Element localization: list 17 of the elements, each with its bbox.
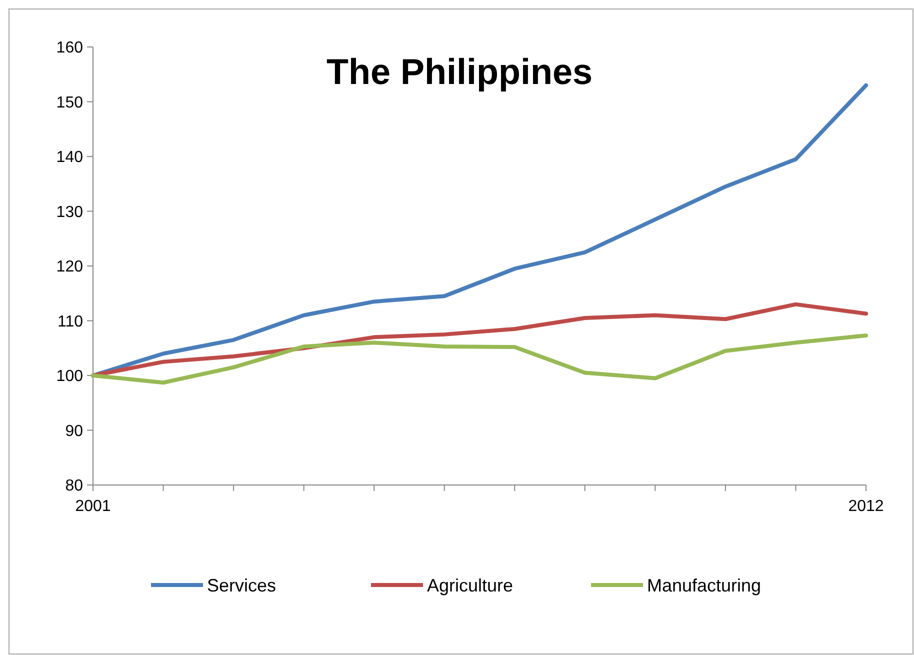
chart-title: The Philippines [326, 51, 593, 92]
y-tick-label: 90 [65, 422, 84, 440]
legend-label: Manufacturing [647, 575, 762, 596]
line-series [91, 302, 868, 378]
y-tick-label: 140 [56, 149, 84, 166]
y-tick-label: 100 [56, 368, 84, 386]
y-tick-label: 130 [56, 204, 84, 221]
y-tick-label: 120 [56, 258, 84, 276]
x-tick-label: 2012 [848, 498, 884, 515]
y-tick-label: 160 [56, 40, 84, 57]
y-tick-label: 110 [57, 313, 84, 330]
x-tick-label: 2001 [75, 498, 111, 515]
y-tick-label: 150 [56, 94, 84, 112]
legend-label: Services [207, 575, 276, 596]
y-tick-label: 80 [65, 478, 84, 495]
line-series [91, 334, 868, 385]
legend-label: Agriculture [427, 575, 514, 596]
